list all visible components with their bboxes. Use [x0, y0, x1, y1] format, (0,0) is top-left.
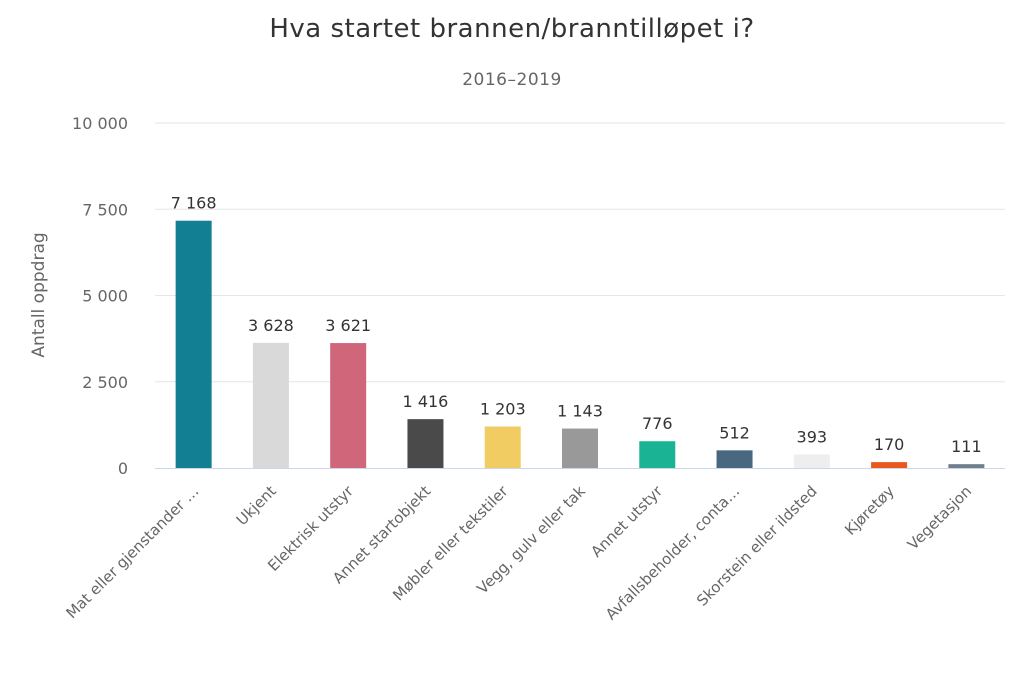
x-tick-label: Avfallsbeholder, conta…	[602, 482, 743, 623]
y-tick-label: 10 000	[72, 114, 128, 133]
data-label: 170	[874, 435, 905, 454]
data-label: 1 416	[403, 392, 449, 411]
bar	[639, 441, 676, 468]
x-tick-label: Vegetasjon	[904, 482, 975, 553]
bar	[793, 454, 830, 468]
gridlines	[155, 122, 1005, 383]
bar	[948, 464, 985, 468]
chart-subtitle: 2016–2019	[462, 70, 562, 90]
x-tick-label: Annet utstyr	[587, 482, 666, 561]
y-tick-label: 0	[118, 459, 128, 478]
y-tick-label: 7 500	[82, 200, 128, 219]
bar	[175, 220, 212, 468]
y-axis-ticks: 0 2 500 5 000 7 500 10 000	[72, 114, 128, 478]
data-label: 7 168	[171, 194, 217, 213]
data-label: 393	[797, 427, 828, 446]
y-tick-label: 5 000	[82, 287, 128, 306]
bar	[484, 426, 521, 468]
data-label: 1 143	[557, 402, 603, 421]
data-label: 1 203	[480, 399, 526, 418]
bar	[407, 419, 444, 468]
bar	[252, 342, 289, 468]
bars	[175, 220, 985, 468]
bar	[716, 450, 753, 468]
data-label: 3 628	[248, 316, 294, 335]
data-label: 3 621	[325, 316, 371, 335]
y-tick-label: 2 500	[82, 373, 128, 392]
data-label: 111	[951, 437, 982, 456]
x-tick-label: Ukjent	[233, 482, 280, 529]
chart-title: Hva startet brannen/branntilløpet i?	[269, 14, 755, 44]
data-label: 776	[642, 414, 673, 433]
y-axis-label: Antall oppdrag	[29, 232, 49, 357]
data-label: 512	[719, 423, 750, 442]
bar	[871, 462, 908, 468]
data-labels: 7 168 3 628 3 621 1 416 1 203 1 143 776 512 393 1…	[171, 194, 982, 456]
bar	[330, 343, 367, 468]
x-tick-label: Mat eller gjenstander …	[62, 482, 202, 622]
x-tick-label: Kjøretøy	[841, 482, 898, 539]
bar	[562, 428, 598, 468]
